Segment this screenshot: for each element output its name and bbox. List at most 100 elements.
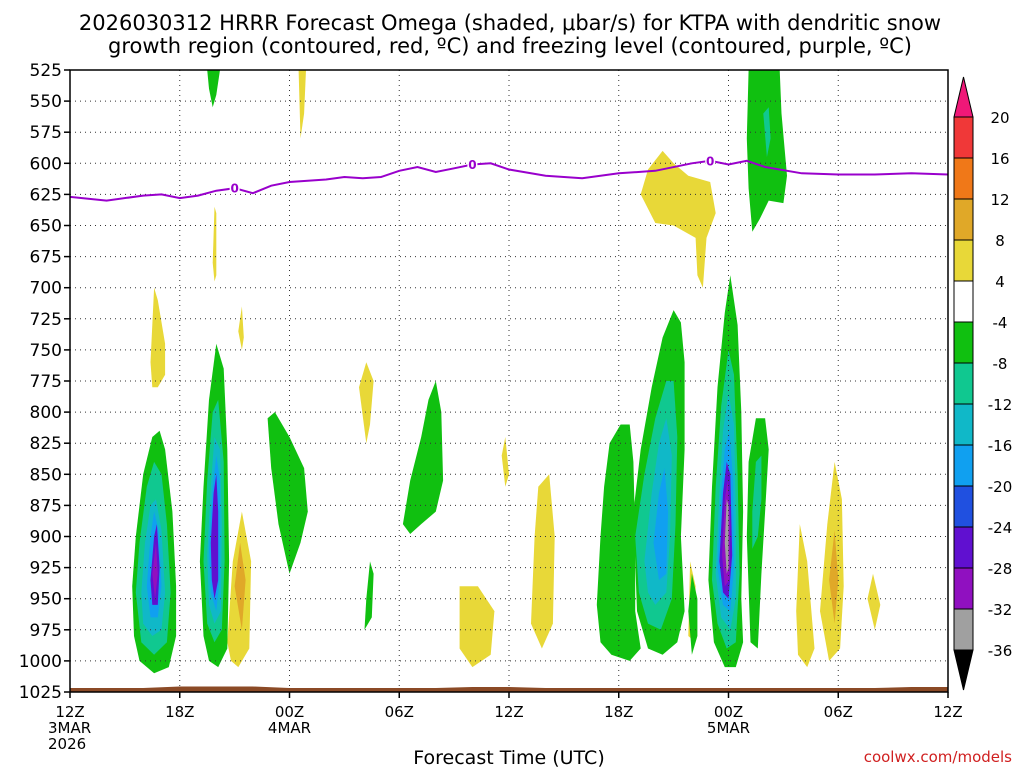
colorbar-label: -20: [988, 478, 1013, 496]
negative-omega-region-11: [267, 412, 308, 574]
positive-omega-region-3: [234, 542, 246, 630]
x-tick-label: 00Z: [275, 703, 304, 721]
y-tick-label: 800: [30, 403, 62, 423]
positive-omega-region-5: [298, 70, 306, 139]
y-tick-label: 975: [30, 621, 62, 641]
x-tick-date-label: 4MAR: [268, 719, 311, 737]
colorbar-label: -24: [988, 519, 1013, 537]
positive-omega-region-12: [796, 524, 815, 668]
y-tick-label: 950: [30, 590, 62, 610]
colorbar-label: -12: [988, 396, 1013, 414]
y-tick-label: 875: [30, 496, 62, 516]
colorbar-swatch: [953, 116, 974, 159]
omega-shading: [132, 70, 881, 674]
x-tick-label: 00Z: [714, 703, 743, 721]
y-tick-label: 550: [30, 92, 62, 112]
x-tick-label: 18Z: [604, 703, 633, 721]
negative-omega-region-26: [724, 499, 729, 574]
colorbar-label: 4: [995, 273, 1005, 291]
freezing-label-bg: [229, 181, 240, 195]
negative-omega-region-28: [752, 455, 762, 549]
positive-omega-region-4: [238, 306, 244, 350]
negative-omega-region-18: [653, 468, 669, 580]
positive-omega-region-0: [150, 287, 166, 388]
colorbar-swatch: [953, 321, 974, 364]
freezing-level-contour: 0 0 0: [70, 153, 948, 202]
positive-omega-region-6: [359, 362, 374, 444]
freezing-level-label: 0: [230, 182, 238, 196]
colorbar-label: 12: [990, 191, 1009, 209]
colorbar-swatch: [953, 608, 974, 651]
y-tick-label: 850: [30, 465, 62, 485]
positive-omega-region-14: [829, 530, 839, 624]
positive-omega-region-7: [459, 586, 495, 668]
colorbar-label: -16: [988, 437, 1013, 455]
colorbar-label: -36: [988, 642, 1013, 660]
y-tick-label: 600: [30, 154, 62, 174]
colorbar-label: -8: [993, 355, 1008, 373]
x-axis-title: Forecast Time (UTC): [413, 747, 604, 768]
y-tick-label: 725: [30, 310, 62, 330]
plot-area: 0 0 0: [69, 69, 949, 693]
y-tick-label: 650: [30, 217, 62, 237]
x-tick-label: 12Z: [55, 703, 84, 721]
colorbar-bottom-arrow: [953, 649, 974, 691]
y-tick-label: 525: [30, 61, 62, 81]
y-axis: 525 550 575 600 625 650 675 700 725 750 775 800 825 8…: [19, 61, 70, 703]
y-tick-label: 900: [30, 528, 62, 548]
colorbar-swatch: [953, 444, 974, 487]
freezing-level-line: [70, 159, 948, 202]
y-tick-label: 675: [30, 248, 62, 268]
colorbar-label: -32: [988, 601, 1013, 619]
freezing-label-bg: [705, 153, 716, 167]
colorbar-label: 16: [990, 150, 1009, 168]
colorbar-swatch: [953, 198, 974, 241]
y-tick-label: 575: [30, 123, 62, 143]
positive-omega-region-9: [531, 474, 555, 649]
colorbar-swatch: [953, 280, 974, 323]
negative-omega-region-14: [596, 424, 641, 661]
y-tick-label: 1025: [19, 683, 62, 703]
y-tick-label: 700: [30, 279, 62, 299]
colorbar-swatch: [953, 526, 974, 569]
x-tick-label: 18Z: [165, 703, 194, 721]
x-tick-label: 12Z: [933, 703, 962, 721]
colorbar-swatch: [953, 567, 974, 610]
colorbar-swatch: [953, 239, 974, 282]
colorbar-label: 20: [990, 109, 1009, 127]
y-tick-label: 825: [30, 434, 62, 454]
y-tick-label: 925: [30, 559, 62, 579]
colorbar-label: -28: [988, 560, 1013, 578]
positive-omega-region-8: [501, 437, 509, 487]
freezing-label-bg: [467, 157, 478, 171]
terrain-ground: [70, 686, 948, 692]
colorbar-swatch: [953, 403, 974, 446]
negative-omega-region-13: [402, 381, 444, 534]
negative-omega-region-10: [210, 474, 219, 599]
colorbar-top-arrow: [953, 76, 974, 118]
x-tick-label: 12Z: [494, 703, 523, 721]
colorbar-swatch: [953, 485, 974, 528]
colorbar: 20 16 12 8 4 -4 -8 -12 -16 -20 -24 -28 -32 -36: [953, 76, 1013, 691]
credit-text: coolwx.com/models: [864, 748, 1012, 766]
colorbar-label: 8: [995, 232, 1005, 250]
positive-omega-region-10: [640, 150, 716, 288]
y-tick-label: 625: [30, 185, 62, 205]
y-tick-label: 775: [30, 372, 62, 392]
x-tick-date-label: 5MAR: [707, 719, 750, 737]
colorbar-label: -4: [993, 314, 1008, 332]
y-tick-label: 750: [30, 341, 62, 361]
freezing-level-label: 0: [468, 158, 476, 172]
positive-omega-region-1: [212, 206, 217, 282]
x-tick-label: 06Z: [385, 703, 414, 721]
positive-omega-region-15: [867, 573, 881, 630]
negative-omega-region-12: [364, 561, 374, 630]
chart-title-line2: growth region (contoured, red, ºC) and f…: [108, 34, 912, 58]
negative-omega-region-5: [152, 542, 158, 599]
negative-omega-region-19: [688, 573, 698, 655]
chart-title-line1: 2026030312 HRRR Forecast Omega (shaded, …: [79, 11, 941, 35]
negative-omega-region-31: [207, 70, 220, 108]
y-tick-label: 1000: [19, 652, 62, 672]
